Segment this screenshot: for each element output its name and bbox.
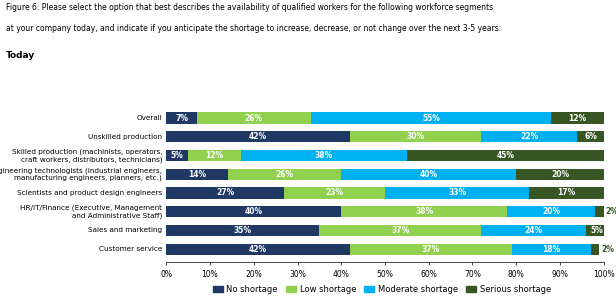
Text: 40%: 40% bbox=[419, 170, 438, 179]
Text: 14%: 14% bbox=[188, 170, 206, 179]
Bar bbox=[551, 113, 604, 124]
Text: 12%: 12% bbox=[569, 113, 586, 123]
Bar bbox=[166, 169, 227, 180]
Text: 38%: 38% bbox=[315, 151, 333, 160]
Bar bbox=[341, 169, 516, 180]
Bar bbox=[166, 150, 188, 161]
Bar bbox=[595, 206, 604, 217]
Bar bbox=[586, 225, 608, 236]
Text: 45%: 45% bbox=[496, 151, 514, 160]
Bar bbox=[166, 206, 341, 217]
Bar bbox=[166, 244, 350, 255]
Text: 24%: 24% bbox=[525, 226, 543, 235]
Bar bbox=[310, 113, 551, 124]
Text: 18%: 18% bbox=[542, 245, 561, 254]
Bar bbox=[508, 206, 595, 217]
Text: 27%: 27% bbox=[216, 188, 235, 197]
Text: 30%: 30% bbox=[407, 132, 424, 141]
Text: 42%: 42% bbox=[249, 245, 267, 254]
Bar bbox=[591, 244, 599, 255]
Bar bbox=[529, 187, 604, 199]
Text: 7%: 7% bbox=[175, 113, 188, 123]
Bar bbox=[385, 187, 529, 199]
Text: 26%: 26% bbox=[275, 170, 293, 179]
Bar bbox=[166, 131, 350, 142]
Text: 17%: 17% bbox=[557, 188, 575, 197]
Text: 5%: 5% bbox=[591, 226, 604, 235]
Bar bbox=[227, 169, 341, 180]
Bar bbox=[166, 113, 197, 124]
Bar bbox=[188, 150, 241, 161]
Text: 20%: 20% bbox=[542, 207, 561, 216]
Bar bbox=[577, 131, 604, 142]
Text: at your company today, and indicate if you anticipate the shortage to increase, : at your company today, and indicate if y… bbox=[6, 24, 501, 33]
Text: 35%: 35% bbox=[234, 226, 252, 235]
Text: Today: Today bbox=[6, 51, 35, 60]
Text: 37%: 37% bbox=[391, 226, 410, 235]
Text: 5%: 5% bbox=[171, 151, 184, 160]
Bar bbox=[350, 244, 512, 255]
Bar bbox=[319, 225, 481, 236]
Bar bbox=[166, 225, 319, 236]
Text: 42%: 42% bbox=[249, 132, 267, 141]
Text: 40%: 40% bbox=[245, 207, 263, 216]
Text: 2%: 2% bbox=[606, 207, 616, 216]
Bar bbox=[197, 113, 310, 124]
Bar bbox=[512, 244, 591, 255]
Text: 22%: 22% bbox=[521, 132, 538, 141]
Bar bbox=[341, 206, 508, 217]
Text: 33%: 33% bbox=[448, 188, 466, 197]
Text: 38%: 38% bbox=[415, 207, 434, 216]
Legend: No shortage, Low shortage, Moderate shortage, Serious shortage: No shortage, Low shortage, Moderate shor… bbox=[209, 281, 554, 297]
Text: 2%: 2% bbox=[601, 245, 614, 254]
Bar bbox=[481, 225, 586, 236]
Text: 37%: 37% bbox=[422, 245, 440, 254]
Bar bbox=[350, 131, 481, 142]
Text: 6%: 6% bbox=[584, 132, 597, 141]
Bar bbox=[407, 150, 604, 161]
Text: 12%: 12% bbox=[205, 151, 224, 160]
Text: 23%: 23% bbox=[326, 188, 344, 197]
Text: 26%: 26% bbox=[245, 113, 263, 123]
Text: 20%: 20% bbox=[551, 170, 569, 179]
Bar bbox=[285, 187, 385, 199]
Bar bbox=[481, 131, 577, 142]
Bar bbox=[166, 187, 285, 199]
Bar bbox=[516, 169, 604, 180]
Bar bbox=[241, 150, 407, 161]
Text: Figure 6: Please select the option that best describes the availability of quali: Figure 6: Please select the option that … bbox=[6, 3, 493, 12]
Text: 55%: 55% bbox=[422, 113, 440, 123]
